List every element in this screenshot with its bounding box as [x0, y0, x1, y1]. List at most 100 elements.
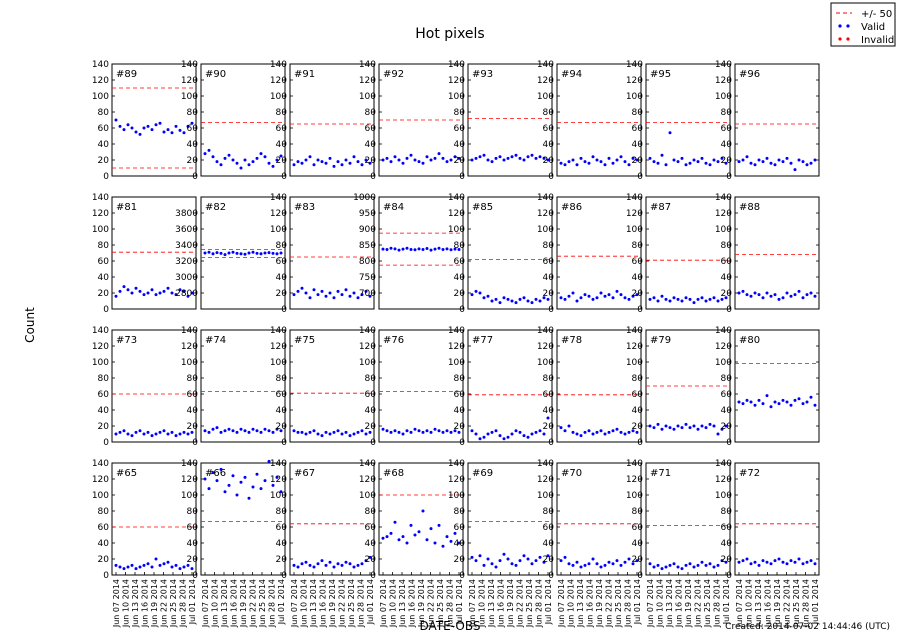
y-tick-label: 40 [98, 539, 110, 549]
y-tick-label: 140 [626, 193, 643, 203]
data-point [356, 430, 360, 434]
data-point [648, 297, 652, 301]
y-tick-label: 0 [370, 172, 376, 182]
data-point [652, 296, 656, 300]
data-point [765, 560, 769, 564]
y-tick-label: 120 [359, 342, 376, 352]
data-point [813, 403, 817, 407]
legend-dot-marker [838, 37, 842, 41]
data-point [130, 563, 134, 567]
data-point [546, 297, 550, 301]
x-tick-label: Jun 13 2014 [131, 579, 140, 628]
data-point [559, 161, 563, 165]
data-point [118, 289, 122, 293]
y-tick-label: 20 [721, 555, 733, 565]
data-point [631, 156, 635, 160]
data-point [425, 247, 429, 251]
y-tick-label: 40 [187, 140, 199, 150]
x-tick-label: Jun 25 2014 [436, 579, 445, 628]
data-point [385, 429, 389, 433]
data-point [231, 429, 235, 433]
data-point [134, 567, 138, 571]
data-point [793, 398, 797, 402]
data-point [813, 158, 817, 162]
panel: 0 20 40 60 80 100 120 140 #66 Jun 07 2014 Jun 10 2… [181, 459, 286, 628]
data-point [247, 163, 251, 167]
data-point [757, 398, 761, 402]
y-tick-label: 40 [721, 273, 733, 283]
data-point [118, 430, 122, 434]
y-tick-label: 140 [448, 60, 465, 70]
data-point [166, 432, 170, 436]
data-point [773, 163, 777, 167]
data-point [320, 289, 324, 293]
data-point [158, 430, 162, 434]
data-point [789, 403, 793, 407]
y-tick-label: 40 [187, 406, 199, 416]
data-point [627, 297, 631, 301]
data-point [635, 293, 639, 297]
data-point [340, 163, 344, 167]
data-point [292, 293, 296, 297]
data-point [474, 432, 478, 436]
data-point [660, 427, 664, 431]
data-point [781, 296, 785, 300]
y-tick-label: 80 [276, 507, 288, 517]
data-point [441, 544, 445, 548]
data-point [745, 398, 749, 402]
data-point [708, 422, 712, 426]
data-point [352, 291, 356, 295]
x-tick-label: Jul 01 2014 [633, 579, 642, 625]
y-tick-label: 0 [637, 172, 643, 182]
y-tick-label: 0 [281, 571, 287, 581]
x-tick-label: Jun 19 2014 [773, 579, 782, 628]
data-point [672, 296, 676, 300]
panel-label: #67 [294, 468, 315, 479]
panel: 0 20 40 60 80 100 120 140 #83 [270, 193, 375, 315]
data-point [122, 429, 126, 433]
y-tick-label: 100 [537, 225, 554, 235]
data-point [789, 294, 793, 298]
data-point [219, 251, 223, 255]
y-tick-label: 0 [192, 172, 198, 182]
panel: 0 20 40 60 80 100 120 140 #95 [626, 60, 731, 182]
x-tick-label: Jun 19 2014 [595, 579, 604, 628]
data-point [134, 130, 138, 134]
data-point [356, 563, 360, 567]
data-point [498, 155, 502, 159]
data-point [700, 424, 704, 428]
data-point [607, 430, 611, 434]
y-tick-label: 40 [276, 273, 288, 283]
data-point [805, 560, 809, 564]
y-tick-label: 80 [187, 374, 199, 384]
y-tick-label: 140 [448, 326, 465, 336]
data-point [797, 289, 801, 293]
panel: 0 20 40 60 80 100 120 140 #89 [92, 60, 197, 182]
y-tick-label: 3600 [175, 225, 198, 235]
y-tick-label: 80 [365, 374, 377, 384]
data-point [692, 301, 696, 305]
data-point [255, 472, 259, 476]
chart-title: Hot pixels [415, 26, 484, 42]
data-point [720, 297, 724, 301]
data-point [429, 158, 433, 162]
panel-frame [734, 63, 820, 177]
data-point [219, 163, 223, 167]
data-point [130, 126, 134, 130]
created-footer: Created: 2014-07-02 14:44:46 (UTC) [725, 622, 890, 632]
y-tick-label: 20 [543, 156, 555, 166]
data-point [316, 158, 320, 162]
data-point [409, 430, 413, 434]
data-point [635, 559, 639, 563]
y-tick-label: 60 [454, 523, 466, 533]
data-point [494, 297, 498, 301]
y-tick-label: 120 [715, 342, 732, 352]
data-point [348, 161, 352, 165]
data-point [300, 562, 304, 566]
x-tick-label: Jun 10 2014 [745, 579, 754, 628]
data-point [259, 252, 263, 256]
data-point [676, 160, 680, 164]
data-point [445, 247, 449, 251]
legend-dot-marker [846, 37, 850, 41]
data-point [668, 299, 672, 303]
